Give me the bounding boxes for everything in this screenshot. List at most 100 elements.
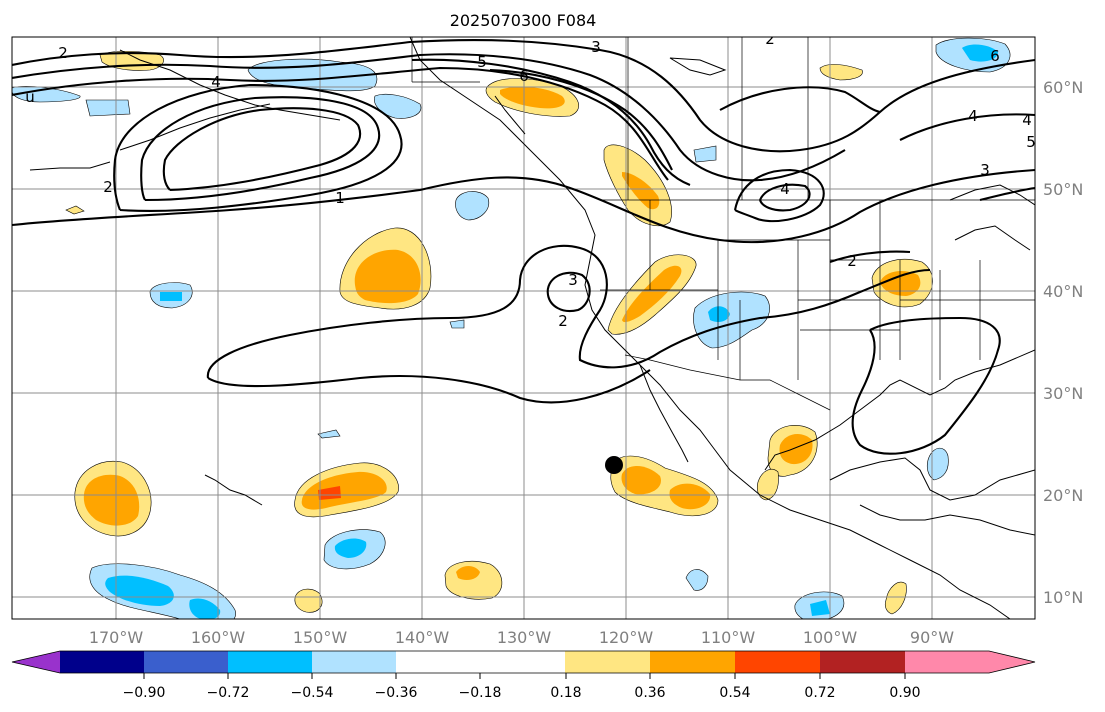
lat-label: 30°N [1043,384,1083,403]
lon-label: 150°W [293,628,348,647]
anomaly-lightblue-region [685,569,709,591]
contour-line [489,68,673,171]
lat-lon-gridlines [12,37,1035,619]
contour-label: 5 [477,53,487,71]
colorbar: −0.90 −0.72 −0.54 −0.36 −0.18 0.18 0.36 … [11,650,1036,701]
location-marker [605,456,623,474]
contour-line [207,369,651,404]
contour-line [899,113,1035,141]
coastlines [29,37,1035,619]
contour-label: 2 [558,312,568,330]
contour-label: 4 [211,73,221,91]
colorbar-segment [312,651,397,673]
colorbar-segment [820,651,905,673]
colorbar-segment [60,651,145,673]
colorbar-tick-label: −0.90 [123,685,166,701]
anomaly-blue-region [810,600,830,616]
contour-line [12,39,1035,153]
contour-line [162,107,362,192]
colorbar-segment [565,651,651,673]
lon-label: 120°W [599,628,654,647]
anomaly-blue-region [160,292,182,301]
anomaly-orange-region [83,474,140,526]
contour-line [719,86,881,114]
anomaly-blue-region [105,575,174,606]
contour-labels: 2 3 5 6 2 4 4 3 1 4 2 3 2 4 2 6 5 u [25,37,1035,330]
contour-label: 4 [780,180,790,198]
anomaly-yellow-region [294,588,323,613]
anomaly-orange-region [622,265,682,323]
anomaly-yellow-region [819,64,863,81]
contour-line [851,316,1001,455]
colorbar-tick-label: −0.54 [291,685,334,701]
colorbar-segment [735,651,821,673]
anomaly-lightblue-region [317,429,341,439]
colorbar-tick-label: 0.54 [719,685,750,701]
negative-anomaly-shading [12,37,1011,619]
anomaly-blue-region [334,538,367,558]
colorbar-tick-label: 0.90 [889,685,920,701]
anomaly-orange-region [301,471,387,510]
contour-lines [12,39,1035,455]
contour-label: 2 [103,178,113,196]
contour-label: 3 [591,38,601,56]
contour-line [113,83,403,213]
anomaly-lightblue-region [455,191,490,221]
lon-label: 140°W [395,628,450,647]
colorbar-tick-label: 0.18 [550,685,581,701]
anomaly-lightblue-region [693,145,717,163]
lat-label: 10°N [1043,588,1083,607]
contour-line [733,168,825,223]
contour-label: 6 [519,67,529,85]
contour-line [12,53,846,182]
colorbar-extension-min [12,651,60,673]
lat-label: 50°N [1043,180,1083,199]
anomaly-orange-region [621,465,661,495]
colorbar-segment [480,651,566,673]
anomaly-blue-region [189,598,221,619]
anomaly-red-region [318,486,341,500]
colorbar-tick-label: −0.36 [375,685,418,701]
lon-label: 170°W [89,628,144,647]
anomaly-blue-region [962,44,998,62]
lat-label: 20°N [1043,486,1083,505]
colorbar-segment [396,651,481,673]
contour-label: 4 [968,107,978,125]
lon-label: 110°W [701,628,756,647]
map-frame [11,36,1036,620]
contour-label: 4 [1022,111,1032,129]
contour-label: 1 [335,189,345,207]
anomaly-lightblue-region [374,93,422,119]
anomaly-orange-region [354,249,421,304]
colorbar-segment [144,651,229,673]
contour-line [829,250,911,263]
latitude-labels: 60°N 50°N 40°N 30°N 20°N 10°N [1043,78,1083,607]
contour-line [759,183,811,212]
contour-label: 2 [847,252,857,270]
figure-title: 2025070300 F084 [450,11,597,30]
lon-label: 160°W [191,628,246,647]
anomaly-lightblue-region [693,291,770,349]
colorbar-segment [650,651,736,673]
colorbar-ticks [143,673,906,679]
longitude-labels: 170°W 160°W 150°W 140°W 130°W 120°W 110°… [89,628,954,647]
anomaly-blue-region [708,306,730,322]
contour-line [206,244,931,379]
colorbar-tick-label: 0.36 [634,685,665,701]
lat-label: 40°N [1043,282,1083,301]
colorbar-tick-label: 0.72 [804,685,835,701]
contour-label: 6 [990,47,1000,65]
contour-label: u [25,88,35,106]
anomaly-lightblue-region [926,447,949,481]
map-area: 2 3 5 6 2 4 4 3 1 4 2 3 2 4 2 6 5 u [12,37,1035,619]
lon-label: 130°W [497,628,552,647]
anomaly-orange-region [456,566,480,580]
political-borders [411,37,1035,411]
anomaly-lightblue-region [85,99,131,117]
contour-line [12,168,1035,244]
colorbar-outline [11,650,1036,674]
lat-label: 60°N [1043,78,1083,97]
positive-anomaly-shading [65,50,933,615]
contour-label: 3 [980,161,990,179]
